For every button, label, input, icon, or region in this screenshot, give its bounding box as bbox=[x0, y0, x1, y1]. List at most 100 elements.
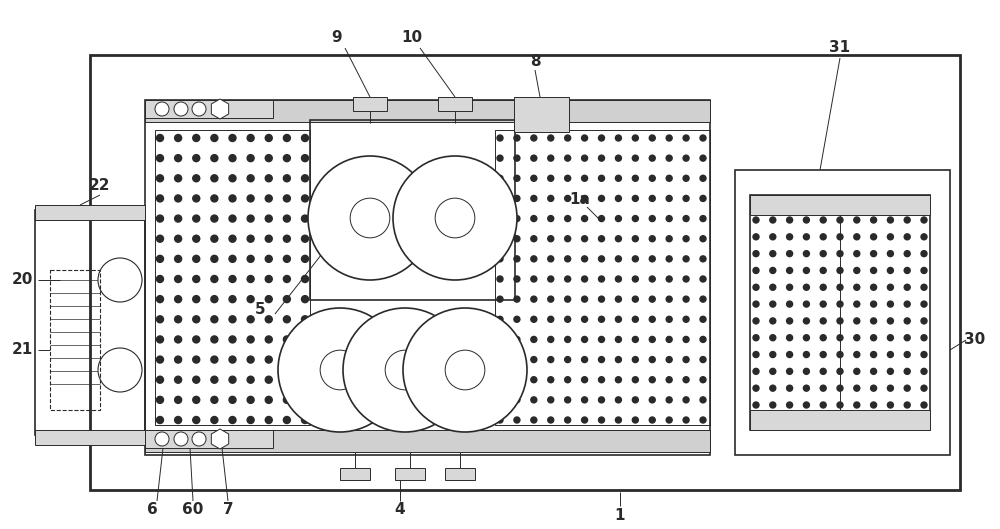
Circle shape bbox=[531, 377, 537, 382]
Circle shape bbox=[632, 216, 638, 222]
Circle shape bbox=[700, 175, 706, 181]
Circle shape bbox=[175, 175, 182, 182]
Circle shape bbox=[531, 216, 537, 222]
Circle shape bbox=[155, 102, 169, 116]
Circle shape bbox=[770, 284, 776, 290]
Circle shape bbox=[787, 385, 793, 391]
Circle shape bbox=[531, 316, 537, 322]
Circle shape bbox=[904, 352, 910, 358]
Circle shape bbox=[837, 268, 843, 273]
Circle shape bbox=[787, 402, 793, 408]
Circle shape bbox=[229, 134, 236, 141]
Circle shape bbox=[632, 397, 638, 403]
Circle shape bbox=[803, 268, 809, 273]
Circle shape bbox=[921, 402, 927, 408]
Circle shape bbox=[887, 318, 893, 324]
Circle shape bbox=[497, 236, 503, 242]
Circle shape bbox=[531, 336, 537, 342]
Circle shape bbox=[921, 217, 927, 223]
Circle shape bbox=[837, 335, 843, 341]
Circle shape bbox=[683, 175, 689, 181]
Circle shape bbox=[514, 155, 520, 161]
Circle shape bbox=[565, 377, 571, 382]
Circle shape bbox=[156, 195, 164, 202]
Circle shape bbox=[666, 216, 672, 222]
Circle shape bbox=[514, 417, 520, 423]
Bar bbox=[145, 100, 273, 118]
Circle shape bbox=[265, 316, 272, 323]
Circle shape bbox=[632, 256, 638, 262]
Circle shape bbox=[683, 336, 689, 342]
Circle shape bbox=[683, 195, 689, 202]
Text: 22: 22 bbox=[89, 178, 111, 193]
Circle shape bbox=[247, 356, 254, 363]
Circle shape bbox=[700, 316, 706, 322]
Circle shape bbox=[174, 432, 188, 446]
Circle shape bbox=[265, 396, 272, 403]
Circle shape bbox=[700, 135, 706, 141]
Circle shape bbox=[854, 402, 860, 408]
Bar bbox=[353, 97, 387, 111]
Circle shape bbox=[283, 356, 290, 363]
Circle shape bbox=[904, 234, 910, 240]
Circle shape bbox=[770, 234, 776, 240]
Circle shape bbox=[302, 416, 308, 424]
Circle shape bbox=[548, 357, 554, 362]
Circle shape bbox=[582, 155, 588, 161]
Circle shape bbox=[632, 377, 638, 382]
Circle shape bbox=[175, 134, 182, 141]
Circle shape bbox=[247, 256, 254, 262]
Circle shape bbox=[904, 368, 910, 375]
Circle shape bbox=[666, 195, 672, 202]
Circle shape bbox=[770, 301, 776, 307]
Circle shape bbox=[649, 175, 655, 181]
Circle shape bbox=[904, 335, 910, 341]
Bar bbox=[145, 100, 710, 122]
Circle shape bbox=[211, 316, 218, 323]
Circle shape bbox=[497, 377, 503, 382]
Circle shape bbox=[632, 236, 638, 242]
Circle shape bbox=[921, 301, 927, 307]
Circle shape bbox=[598, 377, 604, 382]
Circle shape bbox=[175, 235, 182, 242]
Circle shape bbox=[582, 135, 588, 141]
Circle shape bbox=[211, 235, 218, 242]
Circle shape bbox=[497, 216, 503, 222]
Circle shape bbox=[497, 276, 503, 282]
Circle shape bbox=[700, 296, 706, 302]
Circle shape bbox=[753, 251, 759, 257]
Circle shape bbox=[514, 135, 520, 141]
Bar bbox=[750, 195, 930, 215]
Circle shape bbox=[837, 368, 843, 375]
Circle shape bbox=[211, 134, 218, 141]
Circle shape bbox=[175, 215, 182, 222]
Circle shape bbox=[308, 156, 432, 280]
Circle shape bbox=[921, 335, 927, 341]
Circle shape bbox=[548, 336, 554, 342]
Circle shape bbox=[497, 357, 503, 362]
Circle shape bbox=[192, 102, 206, 116]
Circle shape bbox=[615, 357, 621, 362]
Circle shape bbox=[497, 316, 503, 322]
Text: 1a: 1a bbox=[570, 193, 590, 207]
Circle shape bbox=[283, 175, 290, 182]
Circle shape bbox=[787, 352, 793, 358]
Circle shape bbox=[565, 135, 571, 141]
Circle shape bbox=[700, 216, 706, 222]
Circle shape bbox=[598, 316, 604, 322]
Circle shape bbox=[229, 175, 236, 182]
Bar bbox=[445, 468, 475, 480]
Bar bbox=[340, 468, 370, 480]
Circle shape bbox=[265, 336, 272, 343]
Circle shape bbox=[156, 276, 164, 282]
Circle shape bbox=[403, 308, 527, 432]
Circle shape bbox=[393, 156, 517, 280]
Circle shape bbox=[887, 234, 893, 240]
Circle shape bbox=[229, 356, 236, 363]
Circle shape bbox=[820, 385, 826, 391]
Circle shape bbox=[700, 357, 706, 362]
Circle shape bbox=[193, 215, 200, 222]
Circle shape bbox=[283, 235, 290, 242]
Circle shape bbox=[666, 296, 672, 302]
Circle shape bbox=[666, 236, 672, 242]
